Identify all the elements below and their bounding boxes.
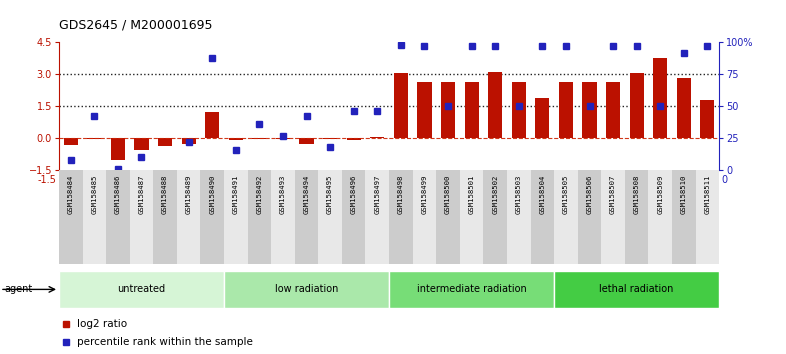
- Text: -1.5: -1.5: [38, 175, 57, 184]
- Bar: [441, 82, 455, 138]
- Bar: [248, 170, 271, 264]
- Bar: [512, 82, 526, 138]
- Bar: [582, 82, 597, 138]
- Text: percentile rank within the sample: percentile rank within the sample: [77, 337, 253, 347]
- Text: GSM158498: GSM158498: [398, 175, 404, 214]
- Bar: [601, 170, 625, 264]
- Bar: [606, 82, 620, 138]
- Text: lethal radiation: lethal radiation: [600, 284, 674, 295]
- Text: GSM158494: GSM158494: [303, 175, 310, 214]
- Text: 0: 0: [722, 175, 728, 184]
- Text: GSM158492: GSM158492: [256, 175, 263, 214]
- Bar: [578, 170, 601, 264]
- Bar: [295, 170, 318, 264]
- Text: GSM158485: GSM158485: [91, 175, 97, 214]
- Bar: [488, 72, 502, 138]
- Bar: [182, 138, 196, 144]
- Text: GSM158488: GSM158488: [162, 175, 168, 214]
- Bar: [507, 170, 531, 264]
- Text: GSM158503: GSM158503: [516, 175, 522, 214]
- Bar: [413, 170, 436, 264]
- Bar: [554, 170, 578, 264]
- Text: GSM158493: GSM158493: [280, 175, 286, 214]
- Bar: [229, 138, 243, 140]
- Bar: [224, 170, 248, 264]
- Bar: [83, 170, 106, 264]
- Bar: [370, 137, 384, 138]
- Text: GDS2645 / M200001695: GDS2645 / M200001695: [59, 19, 212, 32]
- Text: GSM158499: GSM158499: [421, 175, 428, 214]
- Text: log2 ratio: log2 ratio: [77, 319, 127, 329]
- Text: GSM158511: GSM158511: [704, 175, 711, 214]
- Bar: [64, 138, 78, 145]
- Text: GSM158507: GSM158507: [610, 175, 616, 214]
- Bar: [177, 170, 200, 264]
- Bar: [299, 138, 314, 144]
- Bar: [531, 170, 554, 264]
- Bar: [276, 138, 290, 139]
- Bar: [672, 170, 696, 264]
- Bar: [465, 82, 479, 138]
- Bar: [389, 170, 413, 264]
- Bar: [630, 73, 644, 138]
- Bar: [106, 170, 130, 264]
- Bar: [153, 170, 177, 264]
- Bar: [59, 271, 224, 308]
- Text: GSM158506: GSM158506: [586, 175, 593, 214]
- Bar: [224, 271, 389, 308]
- Bar: [59, 170, 83, 264]
- Text: agent: agent: [4, 284, 32, 295]
- Bar: [535, 98, 549, 138]
- Bar: [347, 138, 361, 140]
- Text: GSM158508: GSM158508: [634, 175, 640, 214]
- Text: untreated: untreated: [117, 284, 166, 295]
- Bar: [394, 73, 408, 138]
- Bar: [648, 170, 672, 264]
- Bar: [134, 138, 149, 150]
- Text: GSM158484: GSM158484: [68, 175, 74, 214]
- Text: GSM158491: GSM158491: [233, 175, 239, 214]
- Bar: [158, 138, 172, 146]
- Bar: [696, 170, 719, 264]
- Bar: [130, 170, 153, 264]
- Bar: [417, 82, 432, 138]
- Bar: [677, 78, 691, 138]
- Text: GSM158489: GSM158489: [185, 175, 192, 214]
- Bar: [653, 58, 667, 138]
- Text: intermediate radiation: intermediate radiation: [417, 284, 527, 295]
- Bar: [318, 170, 342, 264]
- Text: GSM158504: GSM158504: [539, 175, 545, 214]
- Text: GSM158495: GSM158495: [327, 175, 333, 214]
- Bar: [460, 170, 483, 264]
- Bar: [87, 138, 101, 139]
- Bar: [205, 112, 219, 138]
- Bar: [554, 271, 719, 308]
- Bar: [625, 170, 648, 264]
- Bar: [436, 170, 460, 264]
- Bar: [200, 170, 224, 264]
- Text: GSM158486: GSM158486: [115, 175, 121, 214]
- Text: GSM158501: GSM158501: [468, 175, 475, 214]
- Text: GSM158487: GSM158487: [138, 175, 145, 214]
- Text: GSM158497: GSM158497: [374, 175, 380, 214]
- Text: GSM158490: GSM158490: [209, 175, 215, 214]
- Bar: [323, 138, 337, 139]
- Bar: [389, 271, 554, 308]
- Bar: [483, 170, 507, 264]
- Text: GSM158496: GSM158496: [351, 175, 357, 214]
- Bar: [111, 138, 125, 160]
- Bar: [342, 170, 365, 264]
- Bar: [365, 170, 389, 264]
- Bar: [252, 138, 266, 139]
- Text: GSM158510: GSM158510: [681, 175, 687, 214]
- Text: GSM158500: GSM158500: [445, 175, 451, 214]
- Bar: [559, 82, 573, 138]
- Text: low radiation: low radiation: [275, 284, 338, 295]
- Bar: [700, 100, 714, 138]
- Text: GSM158509: GSM158509: [657, 175, 663, 214]
- Bar: [271, 170, 295, 264]
- Text: GSM158502: GSM158502: [492, 175, 498, 214]
- Text: GSM158505: GSM158505: [563, 175, 569, 214]
